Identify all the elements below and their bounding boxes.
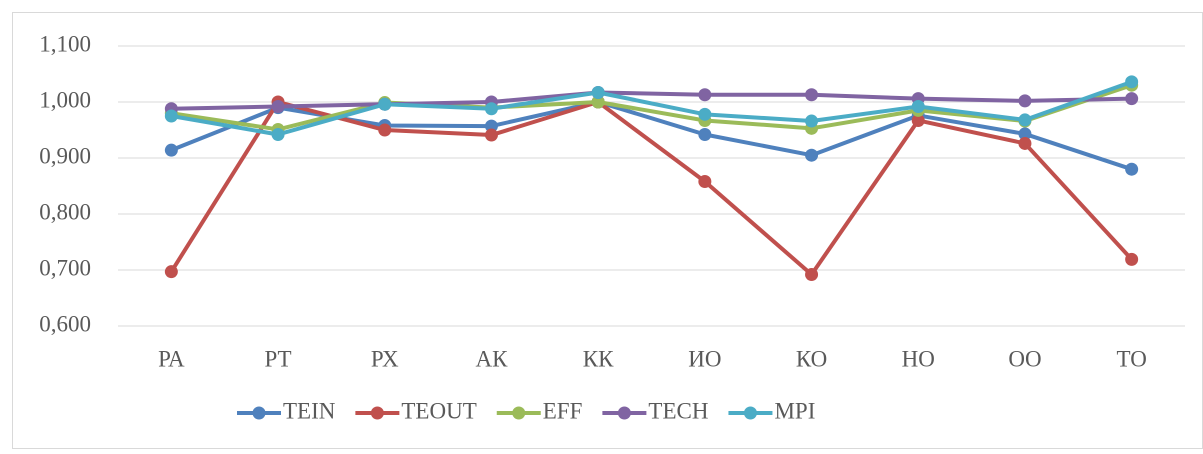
data-point [805, 114, 819, 128]
legend-marker [370, 406, 384, 420]
chart-border [12, 12, 1203, 449]
x-tick-label: АК [475, 346, 508, 371]
data-point [484, 102, 498, 116]
data-point [164, 109, 178, 123]
data-point [271, 127, 285, 141]
series-line [171, 90, 1132, 111]
y-tick-label: 0,600 [39, 311, 91, 336]
data-point [164, 265, 178, 279]
data-point [805, 148, 819, 162]
data-point [484, 128, 498, 142]
data-point [1018, 113, 1032, 127]
data-point [911, 99, 925, 113]
series-line [171, 79, 1133, 137]
data-point [1125, 162, 1139, 176]
data-point [698, 88, 712, 102]
y-tick-label: 1,100 [39, 31, 91, 56]
legend-marker [252, 406, 266, 420]
data-point [698, 107, 712, 121]
y-tick-label: 0,700 [39, 255, 91, 280]
data-point [378, 97, 392, 111]
x-tick-label: ОО [1008, 346, 1041, 371]
x-tick-label: РТ [264, 346, 291, 371]
data-point [271, 99, 285, 113]
x-tick-label: КК [583, 346, 614, 371]
data-point [1125, 92, 1139, 106]
series-line [171, 83, 1133, 132]
data-point [1018, 94, 1032, 108]
legend-marker [512, 406, 526, 420]
data-point [591, 95, 605, 109]
legend-marker [743, 406, 757, 420]
data-point [1125, 252, 1139, 266]
x-tick-label: РА [158, 346, 185, 371]
y-tick-label: 1,000 [39, 87, 91, 112]
data-point [698, 175, 712, 189]
data-point [911, 113, 925, 127]
x-tick-label: ИО [688, 346, 721, 371]
x-tick-label: ТО [1116, 346, 1146, 371]
x-tick-label: НО [902, 346, 935, 371]
data-point [1125, 75, 1139, 89]
data-point [805, 267, 819, 281]
data-point [591, 85, 605, 99]
legend-marker [617, 406, 631, 420]
data-point [164, 143, 178, 157]
y-tick-label: 0,900 [39, 143, 91, 168]
legend-label: TEOUT [401, 398, 476, 423]
x-tick-label: РХ [371, 346, 399, 371]
data-point [805, 88, 819, 102]
data-point [698, 127, 712, 141]
data-point [1018, 136, 1032, 150]
data-point [1018, 127, 1032, 141]
legend-label: TECH [648, 398, 708, 423]
legend-label: TEIN [283, 398, 336, 423]
y-tick-label: 0,800 [39, 199, 91, 224]
legend-label: EFF [543, 398, 583, 423]
x-tick-label: КО [796, 346, 827, 371]
data-point [378, 123, 392, 137]
legend-label: MPI [774, 398, 815, 423]
data-point [484, 119, 498, 133]
